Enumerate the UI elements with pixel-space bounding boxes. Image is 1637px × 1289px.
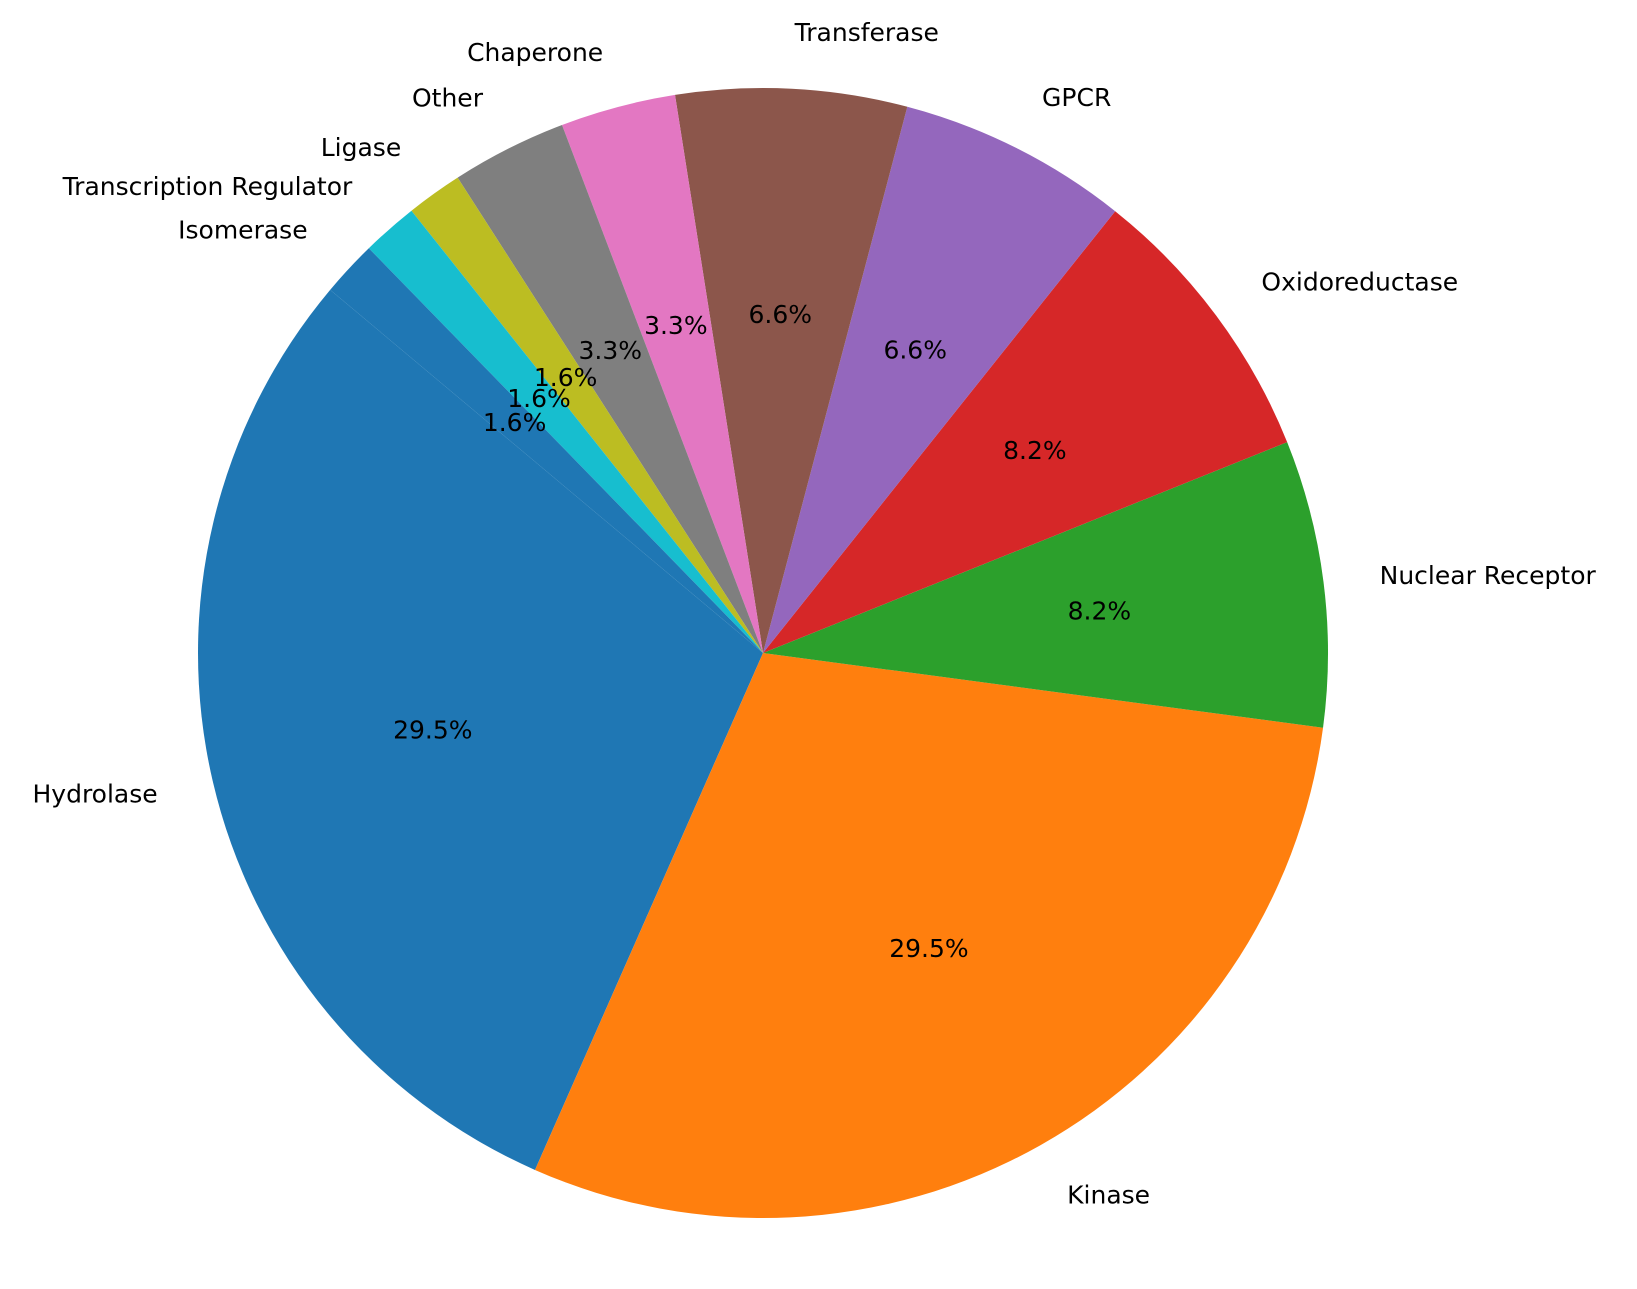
value-label-kinase: 29.5% bbox=[889, 934, 968, 963]
slice-other bbox=[457, 124, 763, 653]
pie-slices bbox=[198, 87, 1329, 1218]
value-label-ligase: 1.6% bbox=[534, 363, 598, 392]
slice-kinase bbox=[535, 653, 1324, 1218]
value-label-nuclear-receptor: 8.2% bbox=[1068, 596, 1132, 625]
value-label-other: 3.3% bbox=[579, 336, 643, 365]
value-label-isomerase: 1.6% bbox=[483, 408, 547, 437]
slice-gpcr bbox=[763, 106, 1116, 654]
value-label-transcription-regulator: 1.6% bbox=[507, 384, 571, 413]
value-label-hydrolase: 29.5% bbox=[393, 715, 472, 744]
category-label-gpcr: GPCR bbox=[1042, 83, 1111, 112]
slice-transcription-regulator bbox=[368, 210, 763, 653]
slice-isomerase bbox=[330, 248, 763, 653]
slice-ligase bbox=[411, 177, 763, 653]
value-label-chaperone: 3.3% bbox=[644, 311, 708, 340]
pie-labels: Hydrolase 29.5% Kinase 29.5% Nuclear Recepto… bbox=[32, 18, 1596, 1210]
slice-transferase bbox=[675, 87, 908, 654]
category-label-isomerase: Isomerase bbox=[178, 216, 307, 245]
slice-nuclear-receptor bbox=[763, 442, 1329, 728]
category-label-transferase: Transferase bbox=[794, 18, 939, 47]
value-label-gpcr: 6.6% bbox=[883, 336, 947, 365]
category-label-nuclear-receptor: Nuclear Receptor bbox=[1380, 561, 1597, 590]
value-label-transferase: 6.6% bbox=[749, 300, 813, 329]
category-label-oxidoreductase: Oxidoreductase bbox=[1261, 267, 1458, 296]
category-label-kinase: Kinase bbox=[1067, 1180, 1150, 1209]
slice-chaperone bbox=[562, 94, 763, 653]
value-label-oxidoreductase: 8.2% bbox=[1003, 436, 1067, 465]
slice-hydrolase bbox=[198, 289, 763, 1170]
category-label-hydrolase: Hydrolase bbox=[32, 779, 157, 808]
category-label-other: Other bbox=[412, 84, 484, 113]
slice-oxidoreductase bbox=[763, 211, 1288, 653]
category-label-transcription-regulator: Transcription Regulator bbox=[62, 172, 353, 201]
category-label-chaperone: Chaperone bbox=[467, 38, 603, 67]
category-label-ligase: Ligase bbox=[321, 133, 401, 162]
